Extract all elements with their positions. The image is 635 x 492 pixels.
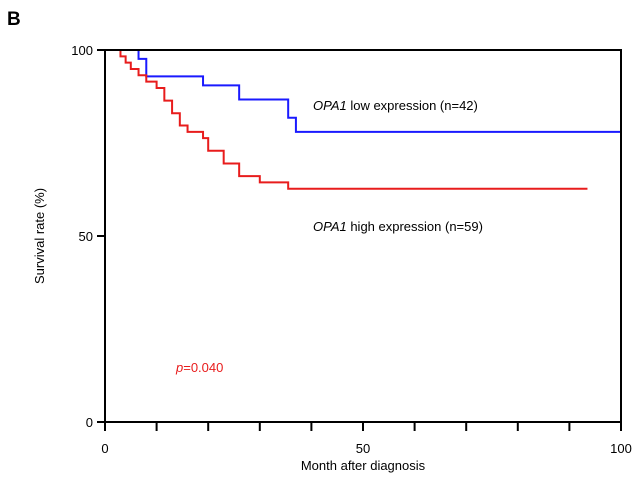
y-tick-label: 100 bbox=[71, 43, 93, 58]
series-line-low-expression bbox=[105, 49, 621, 133]
p-value-italic: p bbox=[175, 360, 183, 375]
legend-label-high: OPA1 high expression (n=59) bbox=[313, 219, 483, 234]
y-axis-label: Survival rate (%) bbox=[32, 188, 47, 284]
axes: 0 50 100 0 50 100 bbox=[71, 43, 632, 456]
x-axis-label: Month after diagnosis bbox=[301, 458, 426, 473]
legend-label-low: OPA1 low expression (n=42) bbox=[313, 98, 478, 113]
x-tick-label: 100 bbox=[610, 441, 632, 456]
panel-label: B bbox=[7, 9, 21, 30]
legend-low-gene: OPA1 bbox=[313, 98, 347, 113]
x-tick-label: 50 bbox=[356, 441, 370, 456]
legend-high-gene: OPA1 bbox=[313, 219, 347, 234]
legend-high-rest: high expression (n=59) bbox=[347, 219, 483, 234]
y-tick-label: 50 bbox=[79, 229, 93, 244]
series-lines bbox=[105, 49, 621, 190]
series-line-high-expression bbox=[105, 49, 588, 190]
y-tick-label: 0 bbox=[86, 415, 93, 430]
legend-low-rest: low expression (n=42) bbox=[347, 98, 478, 113]
p-value-annotation: p=0.040 bbox=[175, 360, 223, 375]
x-tick-label: 0 bbox=[101, 441, 108, 456]
p-value-number: =0.040 bbox=[183, 360, 223, 375]
